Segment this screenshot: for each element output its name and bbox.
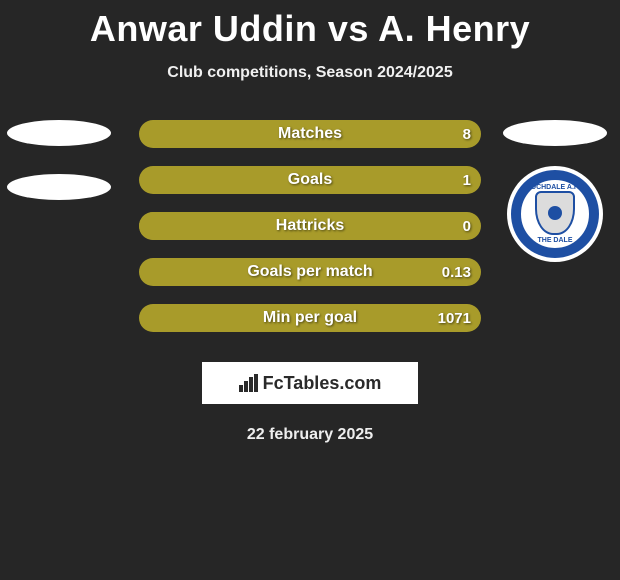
badge-crest-icon <box>535 191 575 235</box>
stat-bar: Hattricks 0 <box>139 212 481 240</box>
badge-top-text: ROCHDALE A.F.C <box>526 184 585 191</box>
brand-box[interactable]: FcTables.com <box>202 362 418 404</box>
club-badge: ROCHDALE A.F.C THE DALE <box>507 166 603 262</box>
brand-text: FcTables.com <box>263 373 382 394</box>
stat-bar-right-value: 8 <box>463 126 471 143</box>
stat-bars: Matches 8 Goals 1 Hattricks 0 Goals per match 0… <box>139 120 481 332</box>
stat-bar-right-value: 1 <box>463 172 471 189</box>
stat-bar-right-value: 1071 <box>438 310 471 327</box>
brand-bars-icon <box>239 374 259 392</box>
stat-bar: Goals per match 0.13 <box>139 258 481 286</box>
right-player-column: ROCHDALE A.F.C THE DALE <box>500 120 610 262</box>
stat-bar-label: Goals <box>288 171 332 189</box>
stat-bar: Min per goal 1071 <box>139 304 481 332</box>
season-subtitle: Club competitions, Season 2024/2025 <box>0 64 620 82</box>
stat-bar-right-value: 0.13 <box>442 264 471 281</box>
club-badge-inner: ROCHDALE A.F.C THE DALE <box>526 184 585 244</box>
stat-bar-label: Min per goal <box>263 309 357 327</box>
stat-bar: Matches 8 <box>139 120 481 148</box>
left-player-column <box>4 120 114 228</box>
badge-bottom-text: THE DALE <box>526 237 585 244</box>
player-placeholder-ellipse <box>7 174 111 200</box>
stat-bar-label: Hattricks <box>276 217 344 235</box>
comparison-content: ROCHDALE A.F.C THE DALE Matches 8 Goals 1 Ha… <box>0 120 620 332</box>
comparison-date: 22 february 2025 <box>0 426 620 444</box>
badge-ball-icon <box>548 206 562 220</box>
player-placeholder-ellipse <box>503 120 607 146</box>
player-placeholder-ellipse <box>7 120 111 146</box>
stat-bar: Goals 1 <box>139 166 481 194</box>
stat-bar-label: Goals per match <box>247 263 372 281</box>
stat-bar-label: Matches <box>278 125 342 143</box>
stat-bar-right-value: 0 <box>463 218 471 235</box>
comparison-title: Anwar Uddin vs A. Henry <box>0 0 620 50</box>
